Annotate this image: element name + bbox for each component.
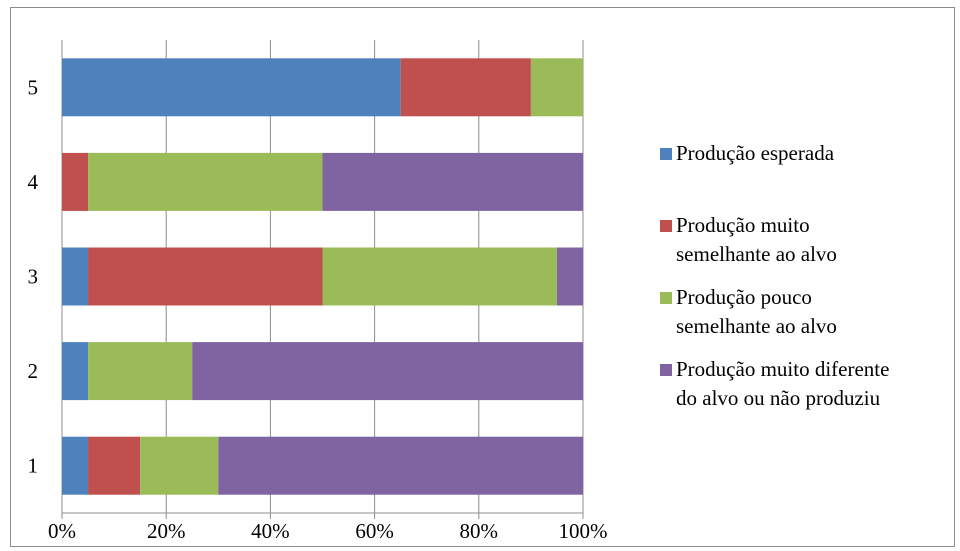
x-tick-label: 20% <box>147 519 186 543</box>
bar-segment <box>62 58 401 117</box>
legend-entry-line: semelhante ao alvo <box>676 242 837 266</box>
legend-entry-line: semelhante ao alvo <box>676 314 837 338</box>
bar-segment <box>192 342 583 401</box>
bar-segment <box>88 247 323 306</box>
x-tick-label: 60% <box>355 519 394 543</box>
y-tick-label: 1 <box>28 454 39 478</box>
y-tick-label: 4 <box>28 170 39 194</box>
legend-entry-line: Produção pouco <box>676 285 812 309</box>
bar-segment <box>530 58 583 117</box>
bar-segment <box>556 247 583 306</box>
bar-segment <box>88 152 323 211</box>
y-tick-label: 2 <box>28 359 39 383</box>
legend-entry-line: Produção muito <box>676 213 810 237</box>
y-tick-label: 5 <box>28 75 39 99</box>
bar-segment <box>88 342 193 401</box>
bar-segment <box>322 152 583 211</box>
bar-segment <box>62 247 89 306</box>
x-tick-label: 80% <box>460 519 499 543</box>
legend-swatch <box>660 292 672 304</box>
x-tick-label: 40% <box>251 519 290 543</box>
legend-swatch <box>660 220 672 232</box>
legend-entry-line: Produção muito diferente <box>676 357 889 381</box>
bar-segment <box>140 436 219 495</box>
bar-segment <box>218 436 584 495</box>
legend-entry: Produção muito diferente do alvo ou não p… <box>676 357 889 410</box>
legend-entry: Produção pouco semelhante ao alvo <box>676 285 837 338</box>
legend-entry: Produção esperada <box>676 141 835 165</box>
legend-entry-line: do alvo ou não produziu <box>676 386 881 410</box>
x-tick-label: 100% <box>559 519 608 543</box>
bar-segment <box>62 342 89 401</box>
x-tick-label: 0% <box>48 519 76 543</box>
legend-swatch <box>660 148 672 160</box>
bar-segment <box>62 436 89 495</box>
bar-segment <box>400 58 531 117</box>
legend-entry-line: Produção esperada <box>676 141 835 165</box>
bar-segment <box>88 436 141 495</box>
legend-swatch <box>660 364 672 376</box>
bar-segment <box>62 152 89 211</box>
legend-entry: Produção muito semelhante ao alvo <box>676 213 837 266</box>
bar-segment <box>322 247 557 306</box>
y-tick-label: 3 <box>28 265 39 289</box>
